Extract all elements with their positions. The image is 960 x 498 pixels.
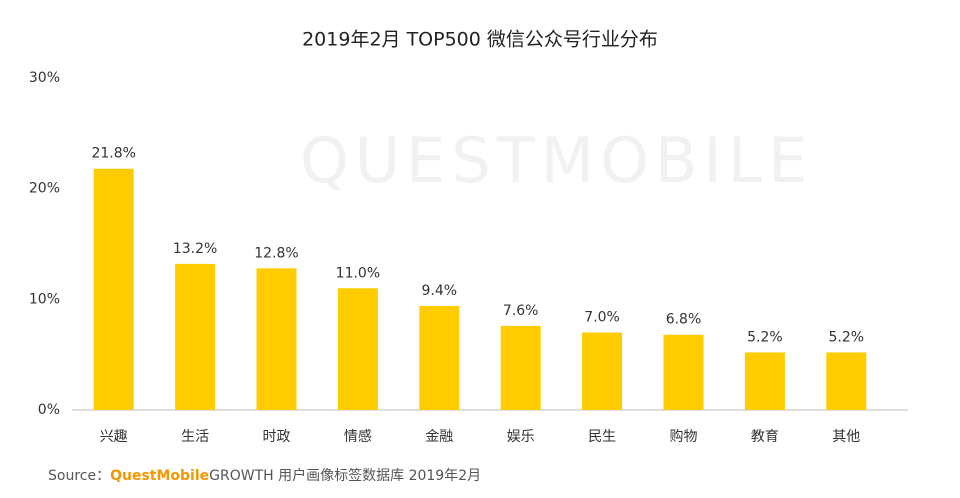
x-tick-label: 购物	[670, 429, 698, 445]
data-label: 9.4%	[422, 283, 458, 299]
data-label: 6.8%	[666, 312, 702, 328]
x-tick-label: 情感	[344, 428, 372, 445]
watermark: QUESTMOBILE	[300, 124, 813, 197]
x-tick-label: 生活	[181, 429, 209, 445]
x-tick-label: 民生	[588, 429, 616, 445]
x-tick-label: 时政	[263, 429, 291, 445]
bar	[93, 168, 134, 410]
bar	[419, 305, 460, 410]
bar	[337, 288, 378, 410]
bar	[663, 334, 704, 410]
y-tick-label: 20%	[29, 181, 60, 197]
source: Source：QuestMobileGROWTH 用户画像标签数据库 2019年…	[48, 467, 481, 484]
source-label: Source：	[48, 468, 110, 484]
bar	[744, 352, 785, 410]
x-tick-label: 教育	[751, 429, 779, 445]
data-label: 12.8%	[254, 245, 298, 261]
bar	[582, 332, 623, 410]
data-label: 13.2%	[173, 241, 217, 257]
data-label: 7.0%	[584, 310, 620, 326]
bar	[175, 263, 216, 410]
data-label: 5.2%	[747, 329, 783, 345]
x-tick-label: 娱乐	[507, 429, 535, 445]
y-tick-label: 10%	[29, 291, 60, 307]
data-label: 11.0%	[336, 265, 380, 281]
bar	[500, 325, 541, 410]
y-tick-label: 0%	[38, 402, 60, 418]
data-label: 5.2%	[829, 329, 865, 345]
bar	[256, 268, 297, 410]
data-label: 21.8%	[91, 146, 135, 162]
source-text: GROWTH 用户画像标签数据库 2019年2月	[209, 467, 481, 484]
data-label: 7.6%	[503, 303, 539, 319]
x-tick-label: 兴趣	[100, 429, 128, 445]
bar	[826, 352, 867, 410]
chart-title: 2019年2月 TOP500 微信公众号行业分布	[302, 29, 658, 51]
x-tick-label: 金融	[425, 429, 453, 445]
x-tick-label: 其他	[832, 429, 860, 445]
y-tick-label: 30%	[29, 70, 60, 86]
source-brand: QuestMobile	[110, 468, 209, 484]
